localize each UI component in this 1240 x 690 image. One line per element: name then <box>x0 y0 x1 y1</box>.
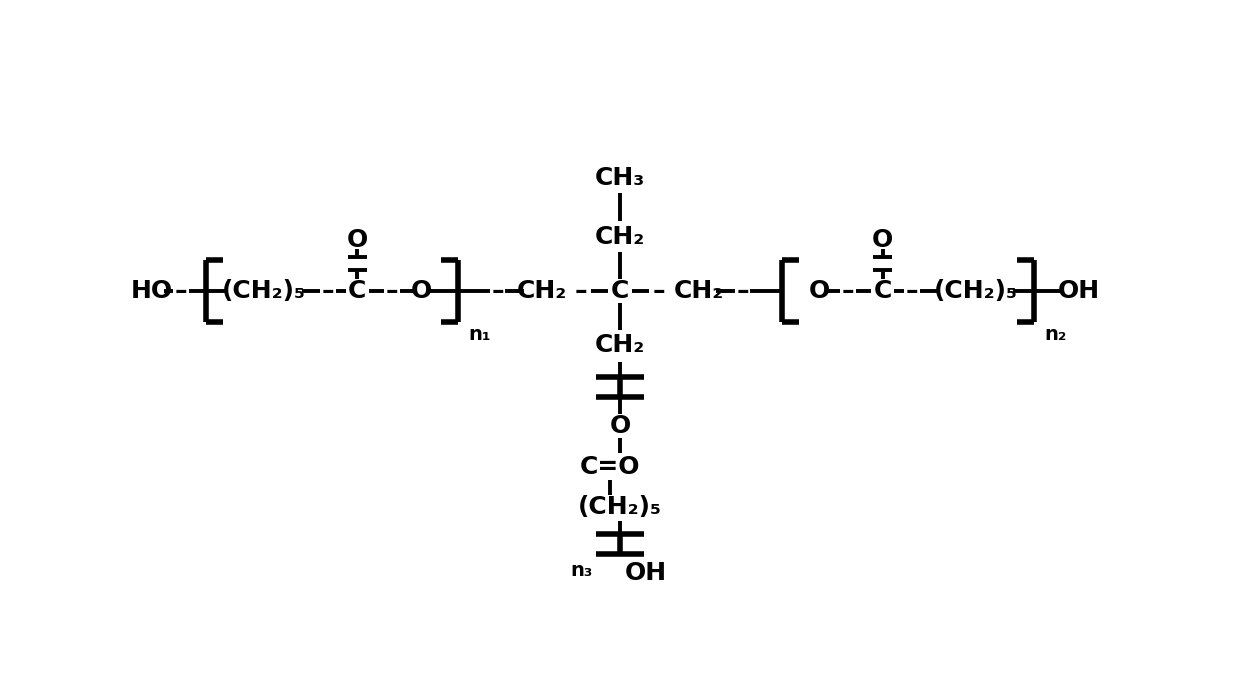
Text: –: – <box>491 279 503 303</box>
Text: (CH₂)₅: (CH₂)₅ <box>222 279 306 303</box>
Text: CH₂: CH₂ <box>595 225 645 249</box>
Text: (CH₂)₅: (CH₂)₅ <box>934 279 1018 303</box>
Text: CH₃: CH₃ <box>595 166 645 190</box>
Text: –: – <box>321 279 335 303</box>
Text: O: O <box>872 228 893 252</box>
Text: C: C <box>873 279 892 303</box>
Text: n₁: n₁ <box>469 326 491 344</box>
Text: –: – <box>905 279 919 303</box>
Text: C: C <box>348 279 367 303</box>
Text: O: O <box>808 279 830 303</box>
Text: n₃: n₃ <box>570 560 593 580</box>
Text: O: O <box>347 228 368 252</box>
Text: –: – <box>386 279 398 303</box>
Text: –: – <box>842 279 854 303</box>
Text: –: – <box>175 279 187 303</box>
Text: –: – <box>653 279 666 303</box>
Text: C=O: C=O <box>580 455 640 480</box>
Text: OH: OH <box>1058 279 1100 303</box>
Text: CH₂: CH₂ <box>673 279 723 303</box>
Text: CH₂: CH₂ <box>517 279 567 303</box>
Text: OH: OH <box>625 560 667 584</box>
Text: –: – <box>574 279 587 303</box>
Text: C: C <box>611 279 629 303</box>
Text: CH₂: CH₂ <box>595 333 645 357</box>
Text: O: O <box>609 414 631 438</box>
Text: (CH₂)₅: (CH₂)₅ <box>578 495 662 519</box>
Text: –: – <box>737 279 749 303</box>
Text: n₂: n₂ <box>1044 326 1066 344</box>
Text: O: O <box>410 279 432 303</box>
Text: HO: HO <box>130 279 172 303</box>
